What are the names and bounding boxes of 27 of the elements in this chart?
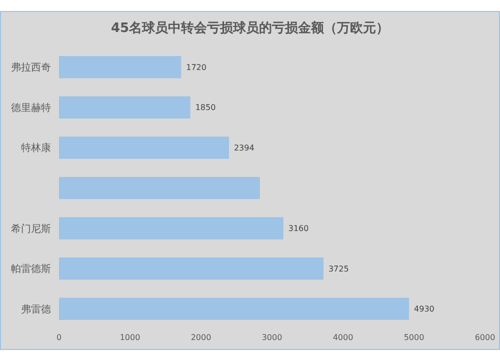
data-label: 1850 <box>195 103 216 112</box>
bar <box>59 298 410 320</box>
y-tick-label: 弗拉西奇 <box>11 62 51 74</box>
y-tick-label: 特林康 <box>21 142 51 154</box>
x-tick-label: 0 <box>56 333 62 342</box>
x-tick-label: 2000 <box>190 333 212 342</box>
bar <box>59 176 260 200</box>
data-label: 2394 <box>234 144 254 153</box>
x-tick-label: 6000 <box>474 333 496 342</box>
bar <box>59 56 182 78</box>
x-tick-label: 1000 <box>120 333 140 342</box>
data-label: 3725 <box>328 264 349 274</box>
y-tick-label: 弗雷德 <box>21 303 51 316</box>
chart-title: 45名球员中转会亏损球员的亏损金额（万欧元） <box>110 20 390 36</box>
x-tick-label: 5000 <box>404 333 424 342</box>
bar <box>59 217 284 240</box>
bar <box>59 96 190 119</box>
y-tick-label: 希门尼斯 <box>11 222 51 235</box>
bar <box>59 136 229 159</box>
y-tick-label: 帕雷德斯 <box>11 263 51 276</box>
bar <box>59 257 324 280</box>
x-tick-label: 3000 <box>262 333 282 342</box>
data-label: 4930 <box>414 304 434 314</box>
x-tick-label: 4000 <box>332 333 354 342</box>
y-tick-label: 德里赫特 <box>11 102 51 114</box>
data-label: 3160 <box>288 224 309 234</box>
data-label: 1720 <box>186 62 206 72</box>
